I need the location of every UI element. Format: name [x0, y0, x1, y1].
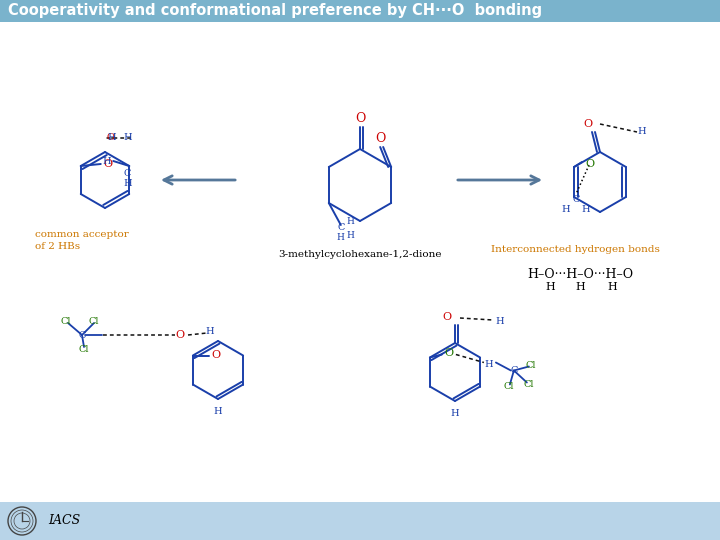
Text: common acceptor
of 2 HBs: common acceptor of 2 HBs — [35, 230, 129, 251]
Text: C: C — [572, 194, 580, 204]
Text: C: C — [78, 330, 86, 340]
Text: C: C — [510, 366, 518, 375]
FancyBboxPatch shape — [0, 502, 720, 540]
Text: Cl: Cl — [89, 316, 99, 326]
Text: O: O — [106, 133, 114, 143]
Text: Cl: Cl — [60, 316, 71, 326]
Text: IACS: IACS — [48, 515, 80, 528]
Text: O: O — [212, 350, 220, 361]
Text: H: H — [107, 133, 116, 143]
Text: O: O — [176, 330, 184, 340]
Text: 3-methylcyclohexane-1,2-dione: 3-methylcyclohexane-1,2-dione — [278, 250, 442, 259]
Text: Cooperativity and conformational preference by CH···O  bonding: Cooperativity and conformational prefere… — [8, 3, 542, 18]
Text: H: H — [575, 282, 585, 292]
Text: Cl: Cl — [523, 380, 534, 389]
Text: H: H — [123, 133, 132, 143]
Text: Cl: Cl — [526, 361, 536, 370]
Text: H: H — [638, 127, 647, 137]
Text: H: H — [347, 217, 355, 226]
Text: Cl: Cl — [78, 345, 89, 354]
Text: H: H — [337, 233, 345, 241]
Text: Interconnected hydrogen bonds: Interconnected hydrogen bonds — [490, 245, 660, 254]
Text: H: H — [451, 409, 459, 418]
Text: H: H — [582, 205, 590, 213]
Text: H: H — [214, 408, 222, 416]
Text: H: H — [123, 179, 132, 187]
Text: H: H — [102, 157, 111, 165]
Text: O: O — [442, 312, 451, 322]
Text: O: O — [585, 159, 595, 169]
Text: H: H — [206, 327, 215, 336]
Text: H: H — [545, 282, 555, 292]
Text: H: H — [495, 316, 504, 326]
Text: H: H — [562, 205, 570, 213]
Text: O: O — [103, 159, 112, 169]
Text: C: C — [124, 170, 131, 179]
Text: O: O — [444, 348, 454, 357]
Text: H: H — [607, 282, 617, 292]
FancyBboxPatch shape — [0, 0, 720, 22]
Text: O: O — [355, 112, 365, 125]
Text: O: O — [375, 132, 385, 145]
Text: Cl: Cl — [503, 382, 514, 391]
Text: O: O — [583, 119, 593, 129]
Text: H: H — [347, 231, 355, 240]
Text: C: C — [337, 222, 344, 232]
Text: H–O···H–O···H–O: H–O···H–O···H–O — [527, 268, 633, 281]
Text: H: H — [485, 360, 493, 369]
